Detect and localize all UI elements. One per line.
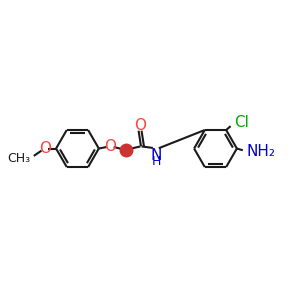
Text: Cl: Cl [234, 115, 249, 130]
Text: O: O [39, 141, 51, 156]
Text: H: H [152, 155, 161, 168]
Text: N: N [150, 148, 161, 163]
Text: NH₂: NH₂ [246, 144, 275, 159]
Text: CH₃: CH₃ [8, 152, 31, 164]
Text: O: O [134, 118, 146, 133]
Text: O: O [104, 139, 116, 154]
